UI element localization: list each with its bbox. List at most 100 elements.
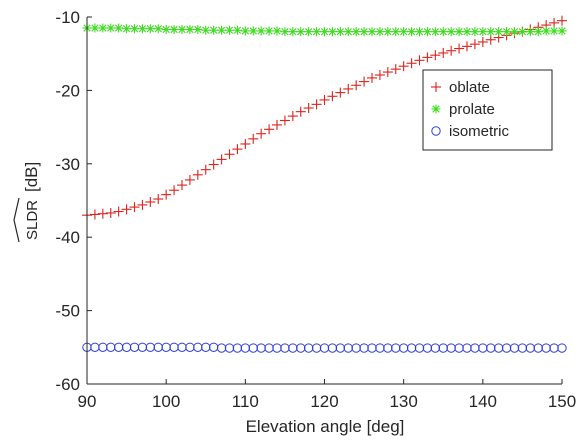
series-layer [82, 15, 567, 353]
data-point-isometric [557, 343, 567, 353]
data-point-prolate [399, 27, 409, 37]
data-point-oblate [303, 103, 314, 114]
data-point-oblate [390, 64, 401, 75]
data-point-oblate [359, 76, 370, 87]
data-point-oblate [477, 36, 488, 47]
y-tick-label: -50 [55, 302, 80, 321]
data-point-oblate [137, 199, 148, 210]
data-point-prolate [217, 25, 227, 35]
data-point-oblate [264, 124, 275, 135]
data-point-prolate [430, 27, 440, 37]
data-point-prolate [502, 27, 512, 37]
legend-marker-prolate [431, 104, 441, 114]
data-point-oblate [343, 83, 354, 94]
data-point-prolate [525, 27, 535, 37]
data-point-oblate [279, 115, 290, 126]
data-point-prolate [280, 27, 290, 37]
data-point-oblate [287, 111, 298, 122]
data-point-prolate [510, 27, 519, 37]
data-point-oblate [161, 189, 172, 200]
data-point-oblate [438, 47, 449, 58]
ticks-layer: 90 100 110 120 130 140 150 -60 -50 -40 -30 -20 -10 [55, 8, 576, 411]
data-point-prolate [209, 25, 219, 35]
data-point-oblate [327, 91, 338, 102]
data-point-oblate [232, 144, 243, 155]
data-point-prolate [122, 24, 132, 34]
data-point-oblate [319, 94, 330, 105]
data-point-prolate [312, 27, 322, 37]
data-point-prolate [454, 27, 464, 37]
data-point-prolate [248, 26, 258, 36]
x-tick-label: 100 [152, 392, 180, 411]
y-tick-label: -10 [55, 8, 80, 27]
x-tick-label: 120 [310, 392, 338, 411]
data-point-prolate [232, 25, 242, 35]
data-point-prolate [494, 27, 504, 37]
data-point-oblate [169, 185, 180, 196]
data-point-prolate [153, 24, 163, 34]
data-point-prolate [296, 27, 306, 37]
y-axis-label: SLDR [dB] [13, 162, 41, 243]
data-point-prolate [114, 23, 124, 33]
x-tick-label: 130 [389, 392, 417, 411]
legend-box [422, 69, 553, 151]
data-point-prolate [320, 27, 329, 37]
data-point-oblate [430, 50, 441, 61]
data-point-oblate [414, 55, 425, 66]
data-point-prolate [557, 26, 567, 36]
data-point-oblate [382, 67, 393, 78]
data-point-oblate [105, 207, 116, 218]
data-point-prolate [327, 27, 337, 37]
data-point-oblate [485, 34, 496, 45]
data-point-oblate [295, 106, 306, 117]
data-point-prolate [177, 24, 187, 34]
data-point-oblate [351, 80, 362, 91]
data-point-prolate [161, 24, 171, 34]
data-point-prolate [137, 24, 147, 34]
data-point-prolate [90, 23, 100, 33]
data-point-oblate [113, 206, 124, 217]
data-point-prolate [185, 24, 195, 34]
x-tick-label: 110 [232, 392, 259, 411]
data-point-prolate [533, 27, 543, 37]
data-point-oblate [89, 209, 100, 220]
data-point-oblate [469, 39, 480, 50]
legend: oblate prolate isometric [422, 69, 553, 151]
data-point-prolate [304, 27, 314, 37]
series-oblate [82, 15, 567, 221]
x-axis-label: Elevation angle [deg] [246, 417, 405, 436]
data-point-prolate [240, 26, 250, 36]
y-tick-label: -40 [55, 228, 80, 247]
data-point-oblate [367, 72, 377, 83]
legend-marker-isometric [431, 126, 441, 136]
data-point-oblate [256, 128, 267, 139]
data-point-oblate [374, 69, 385, 80]
data-point-oblate [153, 194, 164, 205]
data-point-oblate [177, 180, 187, 191]
legend-items: oblate prolate isometric [431, 79, 510, 140]
data-point-oblate [311, 99, 322, 110]
data-point-prolate [264, 26, 274, 36]
data-point-oblate [454, 43, 465, 54]
data-point-prolate [106, 23, 116, 33]
legend-marker-oblate [431, 82, 441, 92]
data-point-prolate [478, 27, 488, 37]
legend-label-isometric: isometric [449, 123, 510, 140]
data-point-prolate [438, 27, 448, 37]
legend-label-oblate: oblate [449, 79, 490, 96]
series-prolate [82, 23, 567, 37]
data-point-prolate [201, 25, 211, 35]
y-tick-label: -30 [55, 155, 80, 174]
data-point-oblate [446, 45, 457, 56]
data-point-prolate [256, 26, 266, 36]
data-point-prolate [486, 27, 496, 37]
data-point-prolate [193, 24, 203, 34]
data-point-prolate [462, 27, 472, 37]
data-point-prolate [549, 26, 559, 36]
data-point-oblate [200, 164, 211, 175]
x-tick-label: 90 [78, 392, 97, 411]
data-point-prolate [541, 26, 551, 36]
data-point-prolate [145, 24, 155, 34]
data-point-oblate [335, 87, 346, 98]
